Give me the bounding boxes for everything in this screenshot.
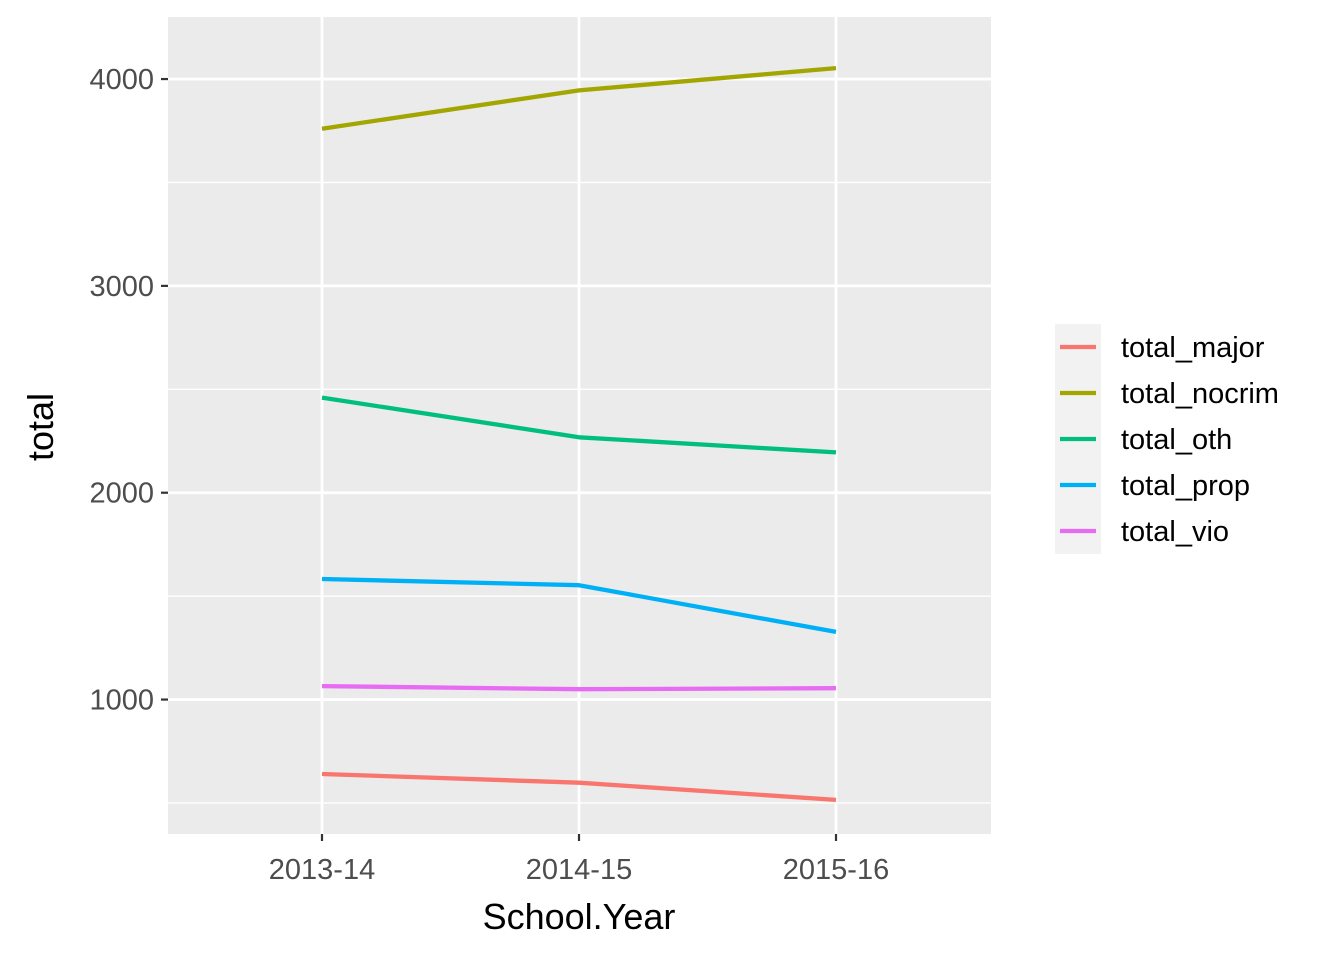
x-axis: 2013-14 2014-15 2015-16 [269, 834, 889, 886]
x-tick-label: 2013-14 [269, 854, 375, 886]
y-tick-label: 1000 [89, 685, 154, 717]
major-gridlines [168, 17, 991, 834]
legend-label: total_prop [1121, 470, 1250, 502]
y-axis: 1000 2000 3000 4000 [89, 64, 168, 717]
y-tick-label: 2000 [89, 478, 154, 510]
series-line-total_prop [321, 576, 837, 635]
series-lines [321, 65, 837, 803]
legend-label: total_major [1121, 332, 1265, 364]
y-axis-title: total [20, 393, 61, 461]
legend-label: total_nocrim [1121, 378, 1279, 410]
x-tick-label: 2014-15 [526, 854, 632, 886]
y-tick-label: 3000 [89, 271, 154, 303]
x-tick-label: 2015-16 [783, 854, 889, 886]
legend-label: total_vio [1121, 516, 1229, 548]
series-line-total_nocrim [321, 65, 837, 131]
legend-label: total_oth [1121, 424, 1232, 456]
series-line-total_major [321, 771, 837, 803]
series-line-total_oth [321, 395, 837, 455]
series-line-total_vio [321, 683, 837, 692]
y-tick-label: 4000 [89, 64, 154, 96]
x-axis-title: School.Year [483, 896, 676, 937]
legend: total_major total_nocrim total_oth total_pr… [1055, 324, 1279, 554]
